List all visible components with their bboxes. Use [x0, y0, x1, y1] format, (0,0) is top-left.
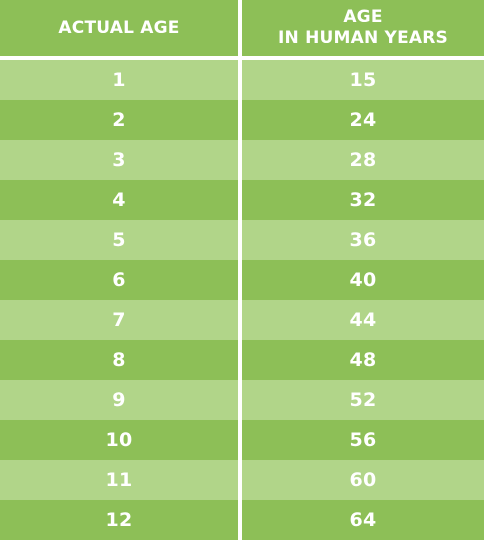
- table-row: 12 64: [0, 500, 484, 540]
- table-row: 11 60: [0, 460, 484, 500]
- human-age-cell: 24: [242, 100, 484, 140]
- table-row: 5 36: [0, 220, 484, 260]
- human-age-header: AGE IN HUMAN YEARS: [242, 0, 484, 56]
- human-age-cell: 56: [242, 420, 484, 460]
- table-row: 8 48: [0, 340, 484, 380]
- actual-age-cell: 5: [0, 220, 238, 260]
- table-body: 1 15 2 24 3 28 4 32 5 36 6 40 7 44 8 48: [0, 60, 484, 540]
- actual-age-header-label: ACTUAL AGE: [58, 17, 180, 38]
- human-age-cell: 28: [242, 140, 484, 180]
- human-age-header-line-2: IN HUMAN YEARS: [278, 28, 448, 48]
- human-age-cell: 15: [242, 60, 484, 100]
- actual-age-header: ACTUAL AGE: [0, 0, 238, 56]
- table-row: 1 15: [0, 60, 484, 100]
- human-age-header-line-1: AGE: [343, 7, 383, 27]
- table-row: 7 44: [0, 300, 484, 340]
- table-row: 6 40: [0, 260, 484, 300]
- table-row: 9 52: [0, 380, 484, 420]
- human-age-cell: 32: [242, 180, 484, 220]
- actual-age-cell: 2: [0, 100, 238, 140]
- actual-age-cell: 6: [0, 260, 238, 300]
- table-header: ACTUAL AGE AGE IN HUMAN YEARS: [0, 0, 484, 56]
- human-age-cell: 40: [242, 260, 484, 300]
- human-age-cell: 64: [242, 500, 484, 540]
- table-row: 3 28: [0, 140, 484, 180]
- human-age-cell: 44: [242, 300, 484, 340]
- actual-age-cell: 7: [0, 300, 238, 340]
- actual-age-cell: 1: [0, 60, 238, 100]
- actual-age-cell: 4: [0, 180, 238, 220]
- human-age-cell: 48: [242, 340, 484, 380]
- table-row: 4 32: [0, 180, 484, 220]
- table-row: 2 24: [0, 100, 484, 140]
- human-age-cell: 60: [242, 460, 484, 500]
- actual-age-cell: 12: [0, 500, 238, 540]
- actual-age-cell: 3: [0, 140, 238, 180]
- actual-age-cell: 10: [0, 420, 238, 460]
- human-age-cell: 52: [242, 380, 484, 420]
- actual-age-cell: 11: [0, 460, 238, 500]
- actual-age-cell: 9: [0, 380, 238, 420]
- actual-age-cell: 8: [0, 340, 238, 380]
- table-row: 10 56: [0, 420, 484, 460]
- human-age-cell: 36: [242, 220, 484, 260]
